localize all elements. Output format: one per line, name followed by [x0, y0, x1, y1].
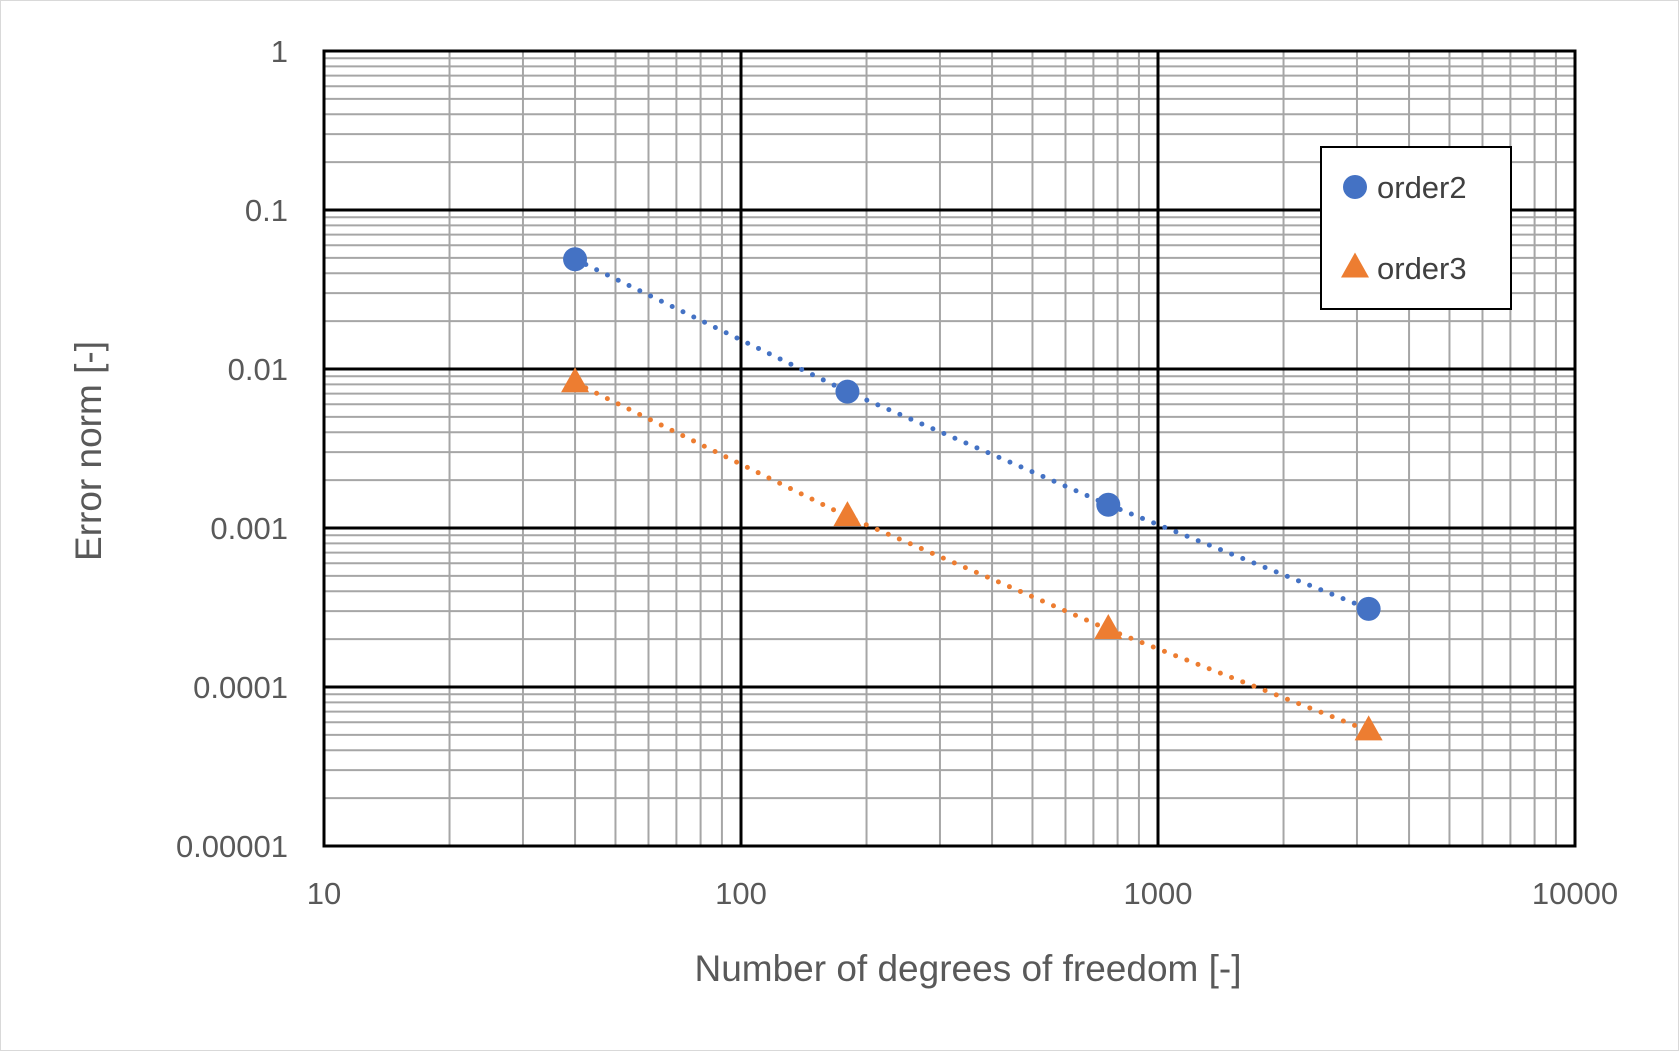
data-point-order3: [1354, 715, 1383, 741]
legend-label-order2: order2: [1377, 170, 1467, 205]
x-axis-title: Number of degrees of freedom [-]: [694, 948, 1241, 989]
y-tick-label: 0.00001: [176, 829, 288, 864]
y-tick-label: 0.001: [210, 511, 288, 546]
data-point-order2: [1096, 492, 1121, 517]
y-tick-label: 0.01: [228, 352, 288, 387]
x-tick-label: 10: [307, 876, 341, 911]
x-tick-label: 1000: [1124, 876, 1193, 911]
x-tick-label: 10000: [1532, 876, 1618, 911]
y-tick-label: 0.1: [245, 193, 288, 228]
tick-labels: 10 100 1000 10000 1 0.1 0.01 0.001 0.0001 0.00001: [176, 34, 1618, 911]
legend-marker-order3: [1341, 252, 1369, 278]
series-order2: [563, 247, 1381, 621]
legend-marker-order2: [1343, 175, 1367, 199]
legend-box: [1320, 146, 1512, 310]
legend-label-order3: order3: [1377, 251, 1467, 286]
series-layer: [561, 247, 1383, 741]
y-axis-title: Error norm [-]: [68, 341, 109, 561]
y-tick-label: 1: [271, 34, 288, 69]
x-tick-label: 100: [715, 876, 767, 911]
y-tick-label: 0.0001: [193, 670, 288, 705]
legend: order2 order3: [1320, 146, 1512, 310]
series-order3: [561, 367, 1383, 741]
data-point-order2: [835, 379, 860, 404]
data-point-order3: [1094, 613, 1123, 639]
plot-area-border: [322, 49, 1577, 848]
data-point-order2: [563, 247, 588, 272]
trendline-order2: [572, 256, 1372, 612]
data-point-order3: [561, 367, 590, 393]
minor-gridlines: [324, 51, 1575, 846]
data-point-order3: [833, 501, 862, 527]
data-point-order2: [1356, 596, 1381, 621]
trendline-order3: [572, 380, 1372, 734]
